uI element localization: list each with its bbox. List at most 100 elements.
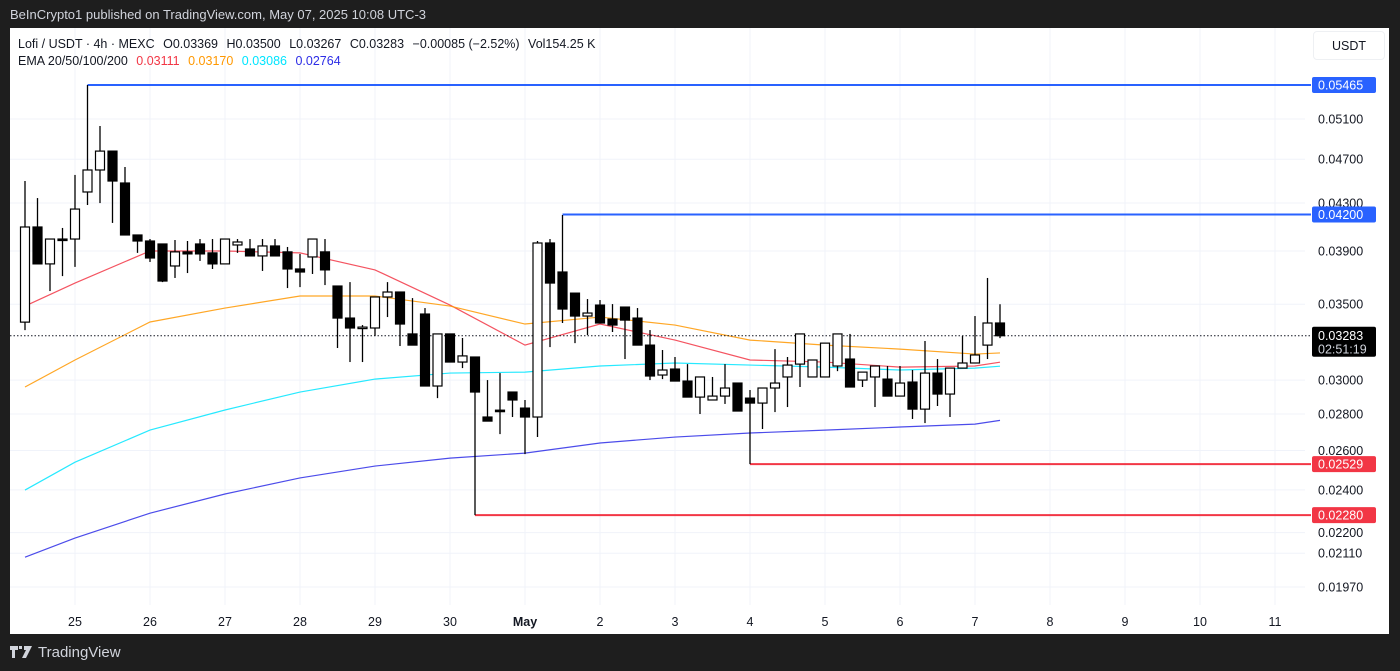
candle-body-down <box>144 240 156 259</box>
ema100-value: 0.03086 <box>241 54 287 68</box>
last-price-label: 0.03283 <box>1318 329 1363 343</box>
support-price-label: 0.02529 <box>1318 458 1363 472</box>
candle-body-up <box>307 238 318 258</box>
candle-body-up <box>707 395 718 401</box>
candle-body-down <box>182 251 193 255</box>
candle-body-down <box>394 291 406 325</box>
candle <box>207 239 218 269</box>
candle <box>569 292 581 344</box>
candle-body-down <box>494 409 506 413</box>
open-value: O0.03369 <box>163 37 219 51</box>
candle-body-down <box>444 333 456 363</box>
candle-body-up <box>369 296 381 329</box>
candle <box>394 291 406 347</box>
candle <box>294 253 306 288</box>
candle <box>969 316 981 364</box>
resistance-price-label: 0.04200 <box>1318 208 1363 222</box>
candle-body-down <box>594 304 606 324</box>
candle-body-down <box>607 318 618 326</box>
candle-body-up <box>219 238 231 265</box>
time-tick-label: 29 <box>368 615 382 629</box>
ema20-value: 0.03111 <box>136 54 180 68</box>
candle-body-up <box>94 150 106 171</box>
candle-body-up <box>969 354 981 364</box>
candle-body-up <box>794 333 806 365</box>
candle-body-up <box>457 355 468 363</box>
candle <box>894 366 906 397</box>
time-tick-label: 3 <box>672 615 679 629</box>
candle <box>857 371 868 388</box>
candle <box>282 246 293 289</box>
change-value: −0.00085 (−2.52%) <box>412 37 520 51</box>
price-tick-label: 0.04700 <box>1318 153 1363 167</box>
candle <box>757 387 768 430</box>
candle-body-up <box>657 369 668 376</box>
candle <box>819 342 831 378</box>
tradingview-logo-icon <box>10 645 32 658</box>
candle-body-down <box>107 150 118 182</box>
candle <box>982 277 993 360</box>
candle <box>269 239 281 257</box>
support-price-tag <box>1312 456 1376 473</box>
symbol-legend[interactable]: Lofi / USDT · 4h · MEXC O0.03369 H0.0350… <box>18 37 600 51</box>
tradingview-logo[interactable]: TradingView <box>10 644 121 661</box>
candle-body-up <box>757 387 768 404</box>
support-price-label: 0.02280 <box>1318 509 1363 523</box>
time-tick-label: 25 <box>68 615 82 629</box>
candle <box>669 357 681 382</box>
candle <box>382 282 393 318</box>
candle <box>257 239 268 271</box>
candle <box>169 240 181 278</box>
candle-body-down <box>269 245 281 257</box>
candle-body-up <box>719 387 731 397</box>
candle <box>794 333 806 388</box>
candle-body-up <box>782 364 793 378</box>
candle-body-down <box>119 182 131 236</box>
currency-button[interactable]: USDT <box>1313 31 1385 60</box>
price-tick-label: 0.03900 <box>1318 244 1363 258</box>
candle-body-down <box>332 285 343 319</box>
candle <box>332 285 343 349</box>
candle <box>707 376 718 401</box>
candle-body-down <box>244 248 256 257</box>
candle-body-up <box>257 245 268 257</box>
candle <box>369 296 381 337</box>
candle <box>232 239 243 253</box>
low-value: L0.03267 <box>289 37 342 51</box>
candle-body-down <box>469 356 481 393</box>
candle <box>744 390 756 465</box>
candle-body-up <box>432 333 443 387</box>
candle <box>194 239 206 261</box>
candle-body-down <box>32 226 43 265</box>
ema-legend[interactable]: EMA 20/50/100/200 0.03111 0.03170 0.0308… <box>18 54 346 68</box>
time-tick-label: 30 <box>443 615 457 629</box>
candle-body-up <box>894 382 906 397</box>
candle-body-down <box>344 317 356 329</box>
candle <box>907 370 918 419</box>
candle <box>57 227 68 277</box>
candle <box>182 241 193 274</box>
price-tick-label: 0.02110 <box>1318 547 1362 561</box>
price-tick-label: 0.02800 <box>1318 408 1363 422</box>
time-tick-label: 9 <box>1122 615 1129 629</box>
candle <box>994 304 1006 339</box>
candle-body-up <box>69 208 81 240</box>
candle-body-up <box>832 333 843 367</box>
candle-body-up <box>532 242 543 418</box>
time-axis: 25 26 27 28 29 30 May 2 3 4 5 6 7 8 9 10 11 <box>68 615 1281 629</box>
candle-body-up <box>944 367 956 395</box>
candle <box>69 174 81 267</box>
candle <box>782 357 793 408</box>
time-tick-label: 10 <box>1193 615 1207 629</box>
symbol-name[interactable]: Lofi / USDT · 4h · MEXC <box>18 37 155 51</box>
candle-body-down <box>419 313 431 387</box>
candle-body-up <box>857 371 868 381</box>
candle-body-down <box>744 397 756 404</box>
resistance-price-tag <box>1312 77 1376 93</box>
candle-body-up <box>957 362 968 369</box>
candle-body-down <box>544 242 556 284</box>
ema-label[interactable]: EMA 20/50/100/200 <box>18 54 128 68</box>
candle-body-down <box>907 381 918 410</box>
time-tick-label: 11 <box>1269 615 1282 629</box>
